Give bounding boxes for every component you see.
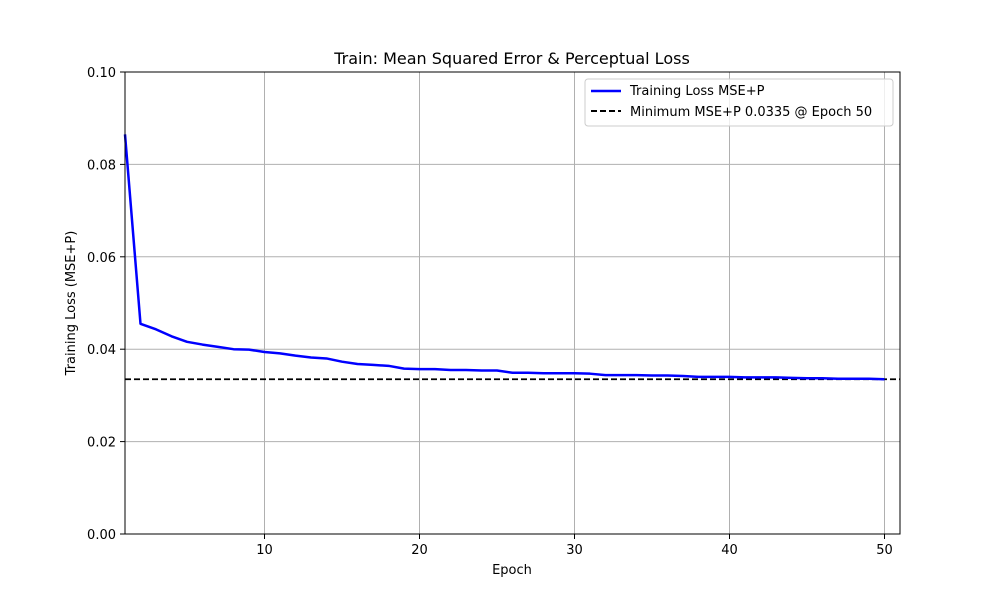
series-line-training-loss [123, 134, 885, 381]
y-tick-label: 0.04 [87, 343, 116, 358]
x-tick-label: 20 [411, 543, 428, 558]
chart-title: Train: Mean Squared Error & Perceptual L… [333, 49, 690, 68]
plot-border [124, 71, 901, 535]
y-axis-ticks: 0.00 0.02 0.04 0.06 0.08 0.10 [87, 66, 125, 543]
y-tick-label: 0.00 [87, 528, 116, 543]
y-tick-label: 0.10 [87, 66, 116, 81]
x-tick-label: 40 [721, 543, 738, 558]
legend-label-minimum: Minimum MSE+P 0.0335 @ Epoch 50 [630, 105, 872, 120]
y-tick-label: 0.06 [87, 251, 116, 266]
x-tick-label: 10 [256, 543, 273, 558]
plot-frame [124, 71, 901, 535]
x-tick-label: 30 [566, 543, 583, 558]
legend-box [584, 78, 894, 127]
x-axis-ticks: 10 20 30 40 50 [256, 534, 893, 558]
y-tick-label: 0.02 [87, 436, 116, 451]
y-tick-label: 0.08 [87, 158, 116, 173]
legend: Training Loss MSE+P Minimum MSE+P 0.0335… [584, 78, 894, 127]
x-tick-label: 50 [876, 543, 893, 558]
legend-label-training-loss: Training Loss MSE+P [629, 84, 765, 99]
x-axis-label: Epoch [492, 563, 532, 578]
grid-lines [125, 71, 900, 535]
y-axis-label: Training Loss (MSE+P) [64, 231, 79, 377]
series-layer [123, 134, 885, 381]
